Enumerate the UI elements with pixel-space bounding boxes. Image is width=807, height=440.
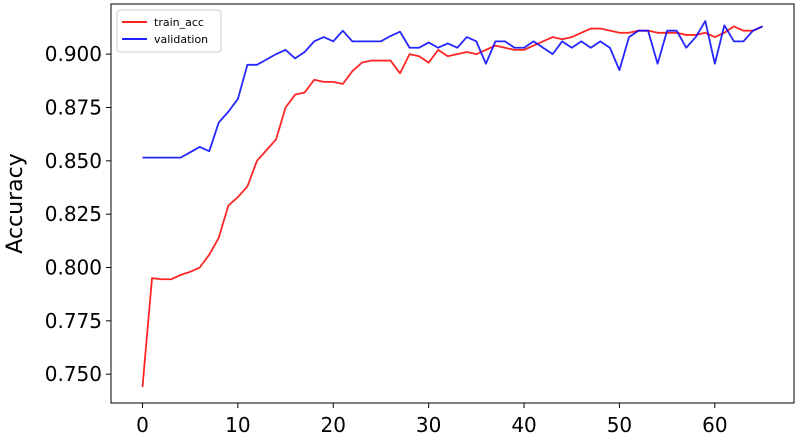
series-line-train-acc (141, 25, 763, 388)
series-layer (141, 20, 763, 388)
y-axis: 0.750 0.775 0.800 0.825 0.850 0.875 0.900 (45, 42, 111, 386)
y-tick-label: 0.900 (45, 42, 102, 66)
x-tick-label: 40 (511, 413, 536, 437)
y-tick-label: 0.875 (45, 95, 102, 119)
x-tick-label: 20 (321, 413, 346, 437)
plot-frame (110, 3, 795, 404)
y-tick-label: 0.750 (45, 362, 102, 386)
legend-box (116, 9, 222, 53)
legend-label: validation (154, 33, 208, 46)
y-axis-label: Accuracy (3, 153, 28, 253)
plot-area (110, 3, 795, 404)
y-tick-label: 0.825 (45, 202, 102, 226)
legend-label: train_acc (154, 16, 204, 29)
x-tick-label: 60 (702, 413, 727, 437)
x-axis: 0 10 20 30 40 50 60 (136, 403, 728, 437)
x-tick-label: 0 (136, 413, 149, 437)
legend: train_acc validation (116, 9, 222, 53)
x-tick-label: 30 (416, 413, 441, 437)
y-tick-label: 0.850 (45, 149, 102, 173)
x-tick-label: 10 (225, 413, 250, 437)
series-line-validation (142, 20, 763, 159)
x-tick-label: 50 (607, 413, 632, 437)
y-tick-label: 0.775 (45, 309, 102, 333)
y-tick-label: 0.800 (45, 256, 102, 280)
